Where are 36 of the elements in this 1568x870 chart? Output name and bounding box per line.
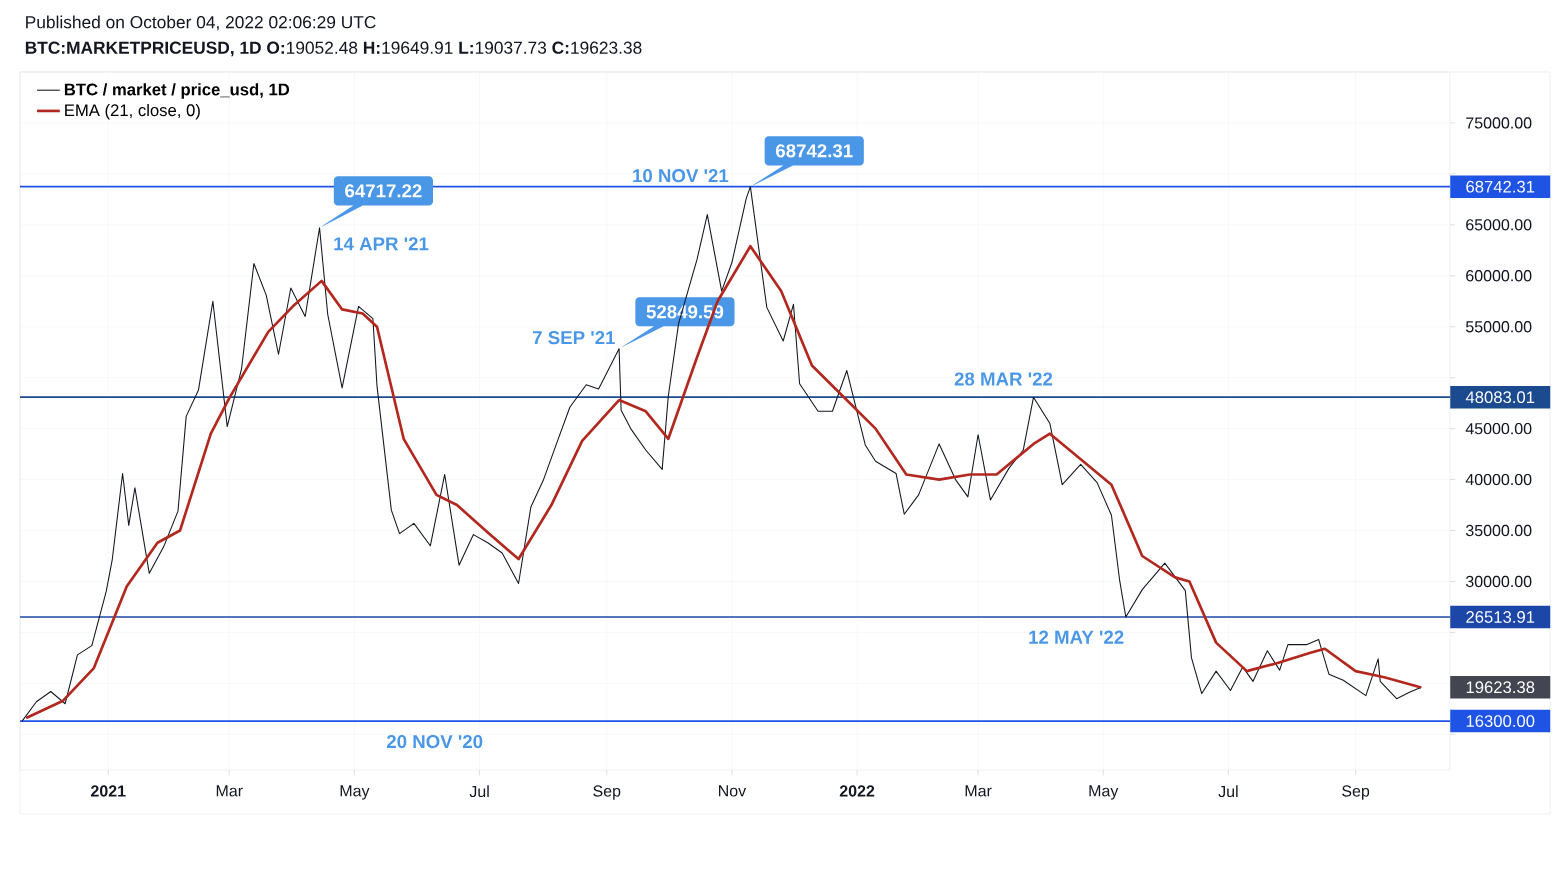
annotation: 12 MAY '22 [1029, 630, 1124, 644]
y-tick-label: 60000.00 [1466, 270, 1532, 282]
legend-label: EMA (21, close, 0) [65, 103, 200, 120]
x-tick-label: 2021 [91, 785, 126, 797]
annotation: 7 SEP '21 [532, 331, 615, 345]
x-tick-label: Nov [719, 785, 747, 797]
x-tick-label: Mar [216, 785, 243, 797]
ref-line-label: 68742.31 [1466, 180, 1535, 193]
annotation: 28 MAR '22 [954, 372, 1053, 386]
chart-subtitle: BTC:MARKETPRICEUSD, 1D O:19052.48 H:19649.91 L:19037.73 C:19623.38 [25, 41, 642, 57]
y-tick-label: 40000.00 [1465, 473, 1532, 486]
chart-title: Published on October 04, 2022 02:06:29 UTC [26, 15, 376, 31]
ref-line-label: 26513.91 [1466, 611, 1535, 623]
y-tick-label: 35000.00 [1465, 524, 1532, 537]
y-tick-label: 55000.00 [1465, 321, 1532, 333]
x-tick-label: Sep [1342, 785, 1370, 800]
x-tick-label: 2022 [839, 785, 875, 797]
y-tick-label: 75000.00 [1466, 117, 1532, 129]
ref-line-label: 16300.00 [1466, 715, 1535, 727]
annotation: 19623.38 [1466, 681, 1535, 694]
x-tick-label: Sep [593, 785, 621, 800]
x-tick-label: Jul [1218, 785, 1238, 798]
x-tick-label: Jul [469, 785, 489, 798]
y-tick-label: 30000.00 [1465, 575, 1532, 588]
x-tick-label: May [340, 785, 370, 800]
annotation: 68742.31 [776, 144, 853, 158]
annotation: 10 NOV '21 [633, 169, 729, 183]
legend-label: BTC / market / price_usd, 1D [64, 83, 290, 99]
y-tick-label: 45000.00 [1465, 422, 1532, 435]
annotation: 64717.22 [345, 184, 422, 198]
ref-line-label: 48083.01 [1465, 391, 1535, 404]
x-tick-label: Mar [965, 785, 992, 797]
annotation: 14 APR '21 [334, 237, 429, 251]
y-tick-label: 65000.00 [1466, 219, 1532, 231]
x-tick-label: May [1089, 785, 1119, 800]
annotation: 20 NOV '20 [386, 734, 483, 749]
